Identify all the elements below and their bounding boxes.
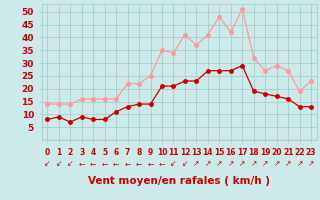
Text: ↗: ↗ [274,159,280,168]
Text: ←: ← [113,159,119,168]
Text: ↗: ↗ [285,159,291,168]
Text: ←: ← [136,159,142,168]
X-axis label: Vent moyen/en rafales ( km/h ): Vent moyen/en rafales ( km/h ) [88,176,270,186]
Text: ←: ← [147,159,154,168]
Text: ↙: ↙ [44,159,51,168]
Text: ↙: ↙ [67,159,74,168]
Text: ↗: ↗ [296,159,303,168]
Text: ↗: ↗ [262,159,268,168]
Text: ↗: ↗ [228,159,234,168]
Text: ←: ← [78,159,85,168]
Text: ↗: ↗ [216,159,222,168]
Text: ↗: ↗ [239,159,245,168]
Text: ←: ← [101,159,108,168]
Text: ←: ← [124,159,131,168]
Text: ↗: ↗ [205,159,211,168]
Text: ←: ← [90,159,96,168]
Text: ↗: ↗ [308,159,314,168]
Text: ↗: ↗ [251,159,257,168]
Text: ↙: ↙ [170,159,177,168]
Text: ↗: ↗ [193,159,200,168]
Text: ←: ← [159,159,165,168]
Text: ↙: ↙ [182,159,188,168]
Text: ↙: ↙ [56,159,62,168]
